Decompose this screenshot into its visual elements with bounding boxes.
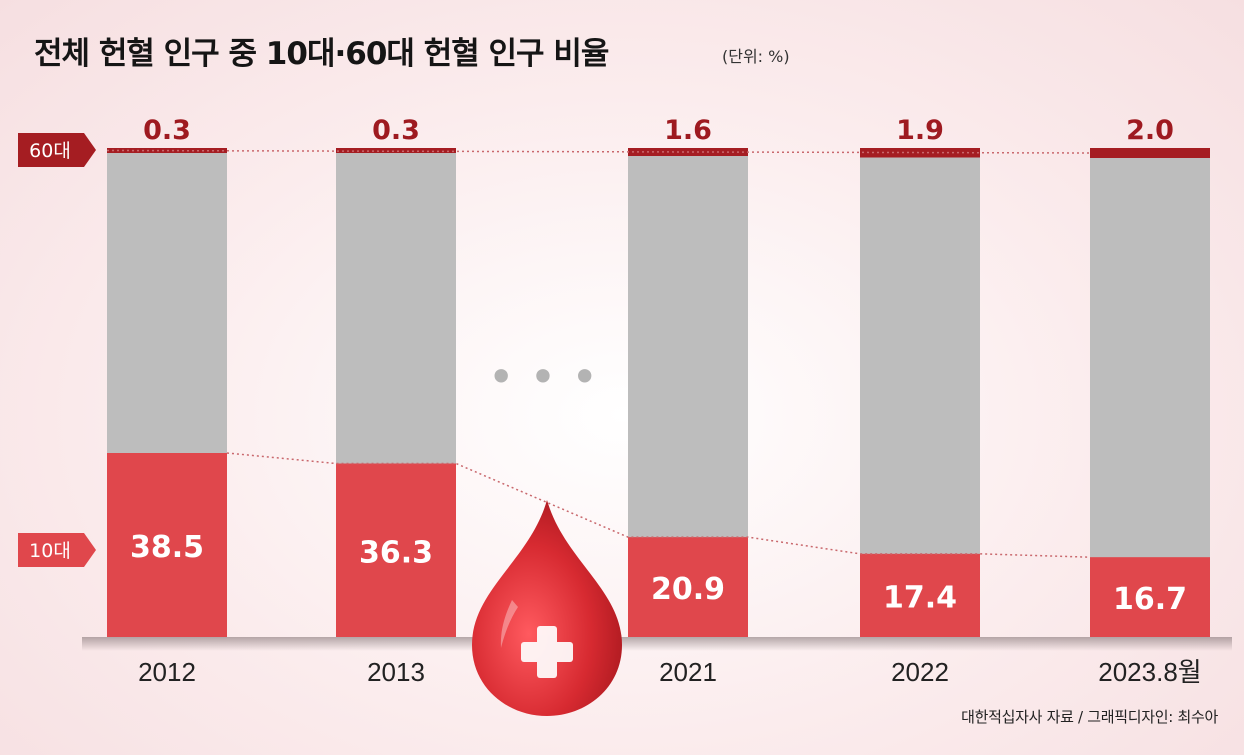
bar-sixty (860, 148, 980, 158)
bar-teen (1090, 557, 1210, 637)
data-label-sixty: 1.6 (664, 115, 712, 146)
bar-teen (107, 453, 227, 637)
data-label-sixty: 0.3 (143, 115, 191, 146)
data-label-teen: 20.9 (651, 572, 725, 607)
data-label-teen: 16.7 (1113, 582, 1187, 617)
chart-title: 전체 헌혈 인구 중 10대·60대 헌혈 인구 비율 (34, 36, 609, 72)
bar-teen (628, 537, 748, 637)
legend-tag-sixty-label: 60대 (29, 140, 71, 162)
x-tick-label: 2023.8월 (1098, 657, 1201, 687)
bar-rest (1090, 148, 1210, 637)
floor-shadow (82, 637, 1232, 651)
x-tick-label: 2012 (138, 657, 196, 687)
legend-tag-teen: 10대 (18, 533, 96, 567)
legend-tag-teen-label: 10대 (29, 540, 71, 562)
blood-drop-icon (472, 500, 622, 716)
trend-line-teen (226, 452, 1091, 558)
data-label-sixty: 2.0 (1126, 115, 1174, 146)
data-label-sixty: 0.3 (372, 115, 420, 146)
ellipsis-text: • • • (488, 350, 599, 404)
x-tick-label: 2022 (891, 657, 949, 687)
bar-sixty (336, 148, 456, 153)
legend-tag-sixty-shape (18, 133, 96, 167)
data-label-teen: 38.5 (130, 530, 204, 565)
data-label-sixty: 1.9 (896, 115, 944, 146)
x-tick-label: 2021 (659, 657, 717, 687)
medical-cross-icon (521, 626, 573, 678)
legend-tag-teen-shape (18, 533, 96, 567)
x-tick-label: 2013 (367, 657, 425, 687)
bar-teen (860, 553, 980, 637)
bar-sixty (107, 148, 227, 153)
legend-tag-sixty: 60대 (18, 133, 96, 167)
bar-teen (336, 463, 456, 637)
trend-line-sixty (106, 149, 1091, 154)
source-credit: 대한적십자사 자료 / 그래픽디자인: 최수아 (961, 708, 1218, 726)
data-label-teen: 17.4 (883, 580, 957, 615)
unit-label: (단위: %) (722, 47, 790, 66)
blood-drop-highlight (500, 600, 518, 648)
bar-sixty (1090, 148, 1210, 158)
data-label-teen: 36.3 (359, 535, 433, 570)
